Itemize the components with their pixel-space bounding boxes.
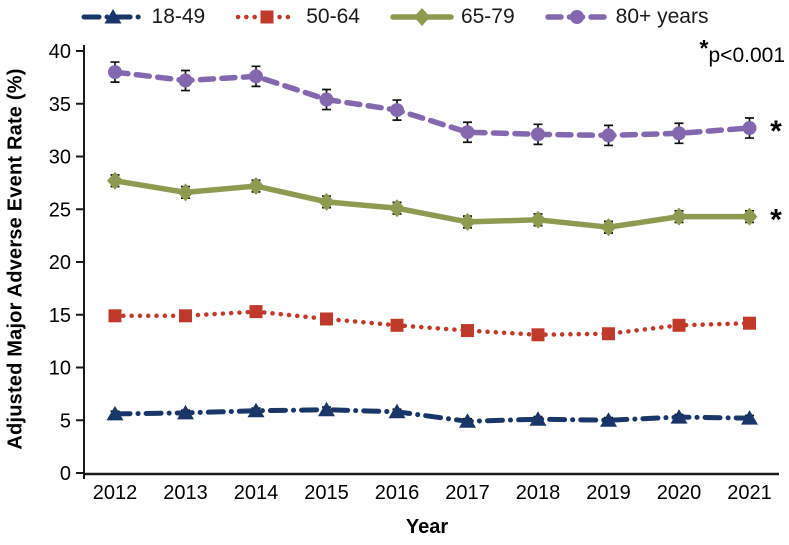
triangle-marker-icon	[600, 412, 617, 427]
legend-label: 18-49	[151, 5, 206, 28]
square-marker-icon	[602, 327, 615, 341]
legend-label: 80+ years	[615, 5, 709, 28]
circle-marker-icon	[601, 128, 616, 143]
triangle-marker-icon	[388, 403, 406, 419]
triangle-marker-icon	[459, 413, 476, 428]
legend-item-18-49: 18-49	[81, 5, 206, 29]
square-marker-icon	[179, 309, 192, 323]
circle-marker-icon	[531, 127, 545, 142]
triangle-marker-icon	[318, 401, 335, 417]
triangle-marker-icon	[106, 405, 124, 421]
diamond-marker-icon	[389, 199, 405, 218]
circle-marker-icon	[319, 92, 334, 107]
y-tick-label: 0	[60, 463, 71, 485]
significance-text: p<0.001	[708, 44, 786, 67]
x-tick-label: 2012	[93, 482, 138, 504]
diamond-marker-icon	[248, 177, 264, 196]
diamond-marker-icon	[107, 171, 123, 190]
diamond-marker-icon	[530, 210, 546, 229]
diamond-marker-icon	[413, 8, 430, 26]
circle-marker-icon	[672, 126, 686, 141]
x-tick-label: 2013	[163, 482, 208, 504]
x-tick-label: 2020	[657, 482, 702, 504]
series-18-49	[106, 401, 758, 428]
series-line-80-years	[112, 69, 753, 139]
square-marker-icon	[108, 309, 122, 323]
diamond-marker-icon	[318, 192, 335, 211]
legend-swatch-icon	[81, 9, 145, 24]
square-marker-icon	[672, 318, 686, 332]
diamond-marker-icon	[600, 218, 617, 237]
circle-marker-icon	[742, 121, 757, 136]
y-tick-label: 20	[49, 252, 71, 274]
triangle-marker-icon	[670, 409, 688, 424]
diamond-marker-icon	[741, 207, 758, 226]
diamond-marker-icon	[177, 183, 194, 202]
y-tick-label: 10	[49, 358, 71, 380]
legend-swatch-icon	[390, 8, 454, 26]
circle-marker-icon	[460, 125, 475, 140]
x-tick-label: 2015	[304, 482, 349, 504]
x-tick-label: 2018	[516, 482, 561, 504]
circle-marker-icon	[390, 103, 404, 118]
x-tick-label: 2019	[586, 482, 631, 504]
x-axis-title: Year	[405, 516, 449, 538]
triangle-marker-icon	[247, 402, 265, 418]
circle-marker-icon	[569, 10, 584, 24]
x-tick-label: 2014	[234, 482, 279, 504]
circle-marker-icon	[108, 65, 122, 80]
significance-star: *	[699, 35, 709, 61]
square-marker-icon	[390, 318, 404, 332]
y-tick-label: 30	[49, 147, 71, 169]
x-tick-label: 2017	[445, 482, 490, 504]
legend-item-80-years: 80+ years	[544, 5, 709, 29]
triangle-marker-icon	[529, 411, 547, 426]
square-marker-icon	[531, 328, 545, 342]
circle-marker-icon	[178, 73, 193, 88]
square-marker-icon	[249, 305, 263, 319]
square-marker-icon	[743, 316, 756, 330]
diamond-marker-icon	[671, 207, 687, 226]
legend-item-50-64: 50-64	[235, 5, 360, 29]
series-50-64	[108, 305, 756, 342]
legend-label: 50-64	[306, 5, 360, 28]
chart-legend: 18-49 50-64 65-79 80+ years	[0, 2, 789, 32]
legend-item-65-79: 65-79	[390, 5, 515, 29]
diamond-marker-icon	[459, 212, 476, 231]
x-tick-label: 2016	[375, 482, 420, 504]
y-tick-label: 35	[49, 94, 71, 116]
legend-label: 65-79	[460, 5, 515, 28]
square-marker-icon	[320, 312, 333, 326]
series-line-50-64	[112, 309, 752, 338]
triangle-marker-icon	[104, 9, 122, 24]
x-tick-label: 2021	[727, 482, 772, 504]
y-tick-label: 15	[49, 305, 71, 327]
series-line-18-49	[112, 407, 752, 424]
series-80-years	[108, 61, 757, 147]
y-tick-label: 40	[49, 41, 71, 63]
series-65-79	[107, 171, 758, 237]
y-tick-label: 25	[49, 199, 71, 221]
significance-asterisk-80-years: *	[770, 115, 782, 148]
significance-asterisk-65-79: *	[770, 204, 782, 237]
legend-swatch-icon	[544, 10, 609, 24]
circle-marker-icon	[249, 69, 263, 84]
square-marker-icon	[260, 10, 274, 24]
y-tick-label: 5	[60, 410, 71, 432]
triangle-marker-icon	[741, 410, 758, 425]
legend-swatch-icon	[235, 10, 299, 24]
triangle-marker-icon	[177, 404, 194, 420]
square-marker-icon	[461, 324, 474, 338]
series-line-65-79	[112, 178, 753, 230]
significance-annotation: *p<0.001	[700, 37, 786, 68]
